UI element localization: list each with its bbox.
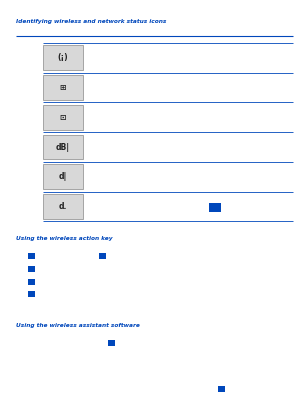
Text: d.: d. [59, 202, 67, 211]
Bar [43, 194, 83, 219]
Text: ⊡: ⊡ [60, 113, 66, 122]
Text: ⊞: ⊞ [60, 83, 66, 92]
Bar [100, 253, 106, 259]
Bar [43, 164, 83, 189]
Text: Using the wireless assistant software: Using the wireless assistant software [16, 323, 140, 328]
Bar [43, 75, 83, 100]
Bar [209, 203, 221, 212]
Bar [43, 134, 83, 160]
Text: d|: d| [59, 172, 67, 181]
Text: Identifying wireless and network status icons: Identifying wireless and network status … [16, 19, 166, 24]
Text: dB|: dB| [56, 142, 70, 152]
Bar [218, 386, 225, 392]
Text: Using the wireless action key: Using the wireless action key [16, 236, 113, 241]
Text: (¡): (¡) [58, 53, 68, 62]
Bar [43, 45, 83, 70]
Bar [28, 266, 35, 272]
Bar [28, 253, 35, 259]
Bar [108, 340, 115, 346]
Bar [43, 105, 83, 130]
Bar [28, 291, 35, 297]
Bar [28, 279, 35, 285]
